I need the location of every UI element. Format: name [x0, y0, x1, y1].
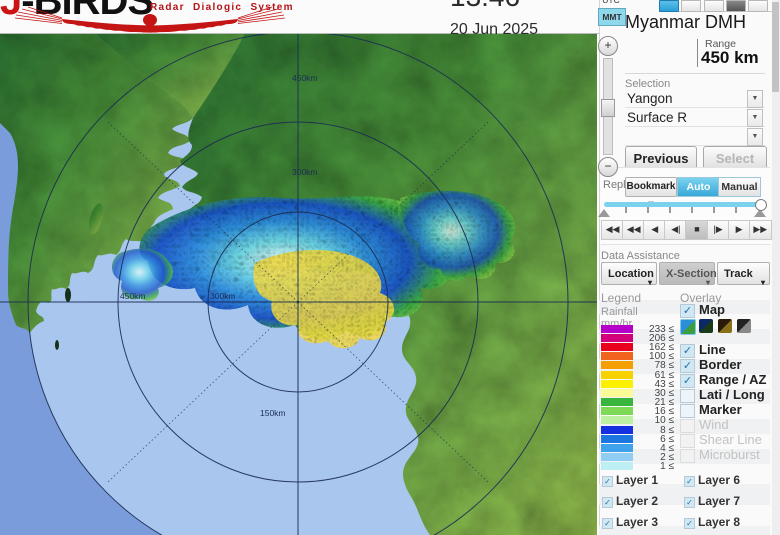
- svg-text:150km: 150km: [260, 408, 286, 418]
- svg-text:300km: 300km: [210, 291, 236, 301]
- svg-text:450km: 450km: [120, 291, 146, 301]
- svg-text:300km: 300km: [292, 167, 318, 177]
- svg-text:450km: 450km: [292, 73, 318, 83]
